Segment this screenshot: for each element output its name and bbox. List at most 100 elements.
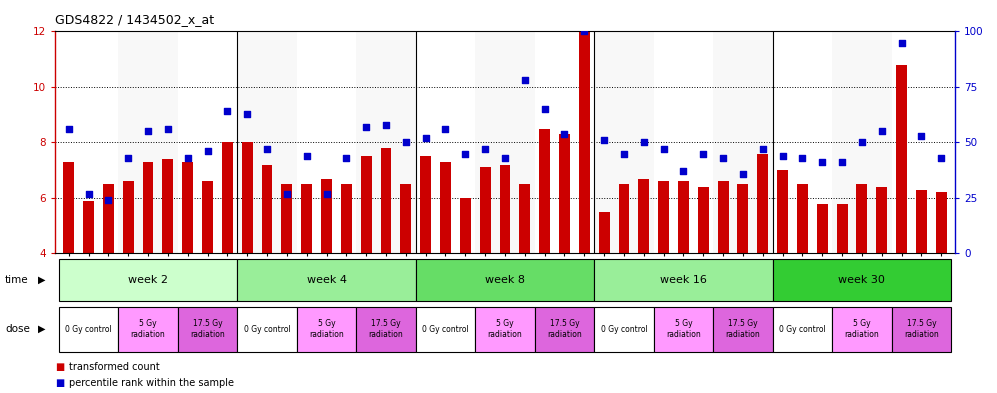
Point (478, 146, 494, 152)
Point (259, 146, 275, 152)
Bar (638, 178, 649, 253)
Bar (559, 134, 570, 253)
Text: time: time (5, 275, 29, 285)
Bar (674, 31, 693, 253)
Bar (480, 167, 491, 253)
Bar (381, 148, 392, 253)
Bar (237, 259, 416, 301)
Bar (713, 31, 733, 253)
Bar (499, 165, 510, 253)
Bar (277, 31, 297, 253)
Bar (797, 184, 808, 253)
Point (913, 133, 929, 139)
Bar (738, 184, 749, 253)
Bar (177, 31, 197, 253)
Point (179, 155, 195, 161)
Text: percentile rank within the sample: percentile rank within the sample (69, 378, 233, 388)
Bar (698, 187, 709, 253)
Point (378, 121, 394, 128)
Bar (237, 31, 257, 253)
Bar (534, 307, 594, 352)
Bar (579, 31, 590, 253)
Bar (891, 31, 911, 253)
Text: ▶: ▶ (38, 275, 46, 285)
Text: GDS4822 / 1434502_x_at: GDS4822 / 1434502_x_at (55, 13, 214, 26)
Bar (773, 31, 793, 253)
Point (596, 137, 612, 143)
Bar (753, 31, 773, 253)
Bar (83, 201, 94, 253)
Bar (832, 31, 852, 253)
Text: 17.5 Gy
radiation: 17.5 Gy radiation (726, 320, 761, 339)
Bar (773, 307, 832, 352)
Text: ■: ■ (55, 378, 64, 388)
Bar (297, 31, 317, 253)
Bar (911, 31, 931, 253)
Bar (356, 307, 416, 352)
Bar (777, 170, 788, 253)
Bar (594, 307, 654, 352)
Point (854, 140, 870, 146)
Point (398, 140, 414, 146)
Bar (931, 31, 951, 253)
Bar (163, 159, 173, 253)
Bar (496, 31, 514, 253)
Bar (63, 162, 74, 253)
Bar (476, 31, 496, 253)
Point (299, 152, 315, 159)
Text: 0 Gy control: 0 Gy control (779, 325, 826, 334)
Point (199, 148, 215, 154)
Bar (401, 184, 412, 253)
Bar (836, 204, 847, 253)
Bar (341, 184, 352, 253)
Point (576, 28, 592, 35)
Point (61, 126, 77, 132)
Bar (217, 31, 237, 253)
Bar (871, 31, 891, 253)
Bar (476, 307, 534, 352)
Bar (143, 162, 154, 253)
Point (318, 190, 334, 196)
Bar (574, 31, 594, 253)
Bar (99, 31, 119, 253)
Point (239, 110, 255, 117)
Bar (634, 31, 654, 253)
Text: 17.5 Gy
radiation: 17.5 Gy radiation (190, 320, 225, 339)
Bar (241, 143, 252, 253)
Bar (59, 307, 119, 352)
Bar (654, 31, 674, 253)
Bar (534, 31, 554, 253)
Bar (891, 307, 951, 352)
Text: 5 Gy
radiation: 5 Gy radiation (844, 320, 879, 339)
Bar (813, 31, 832, 253)
Bar (598, 212, 609, 253)
Bar (876, 187, 887, 253)
Bar (396, 31, 416, 253)
Bar (514, 31, 534, 253)
Text: week 30: week 30 (838, 275, 885, 285)
Point (121, 155, 137, 161)
Bar (420, 156, 431, 253)
Point (219, 108, 235, 114)
Bar (182, 162, 193, 253)
Bar (916, 190, 927, 253)
Point (497, 155, 512, 161)
Bar (261, 165, 272, 253)
Bar (856, 184, 867, 253)
Bar (317, 31, 336, 253)
Text: 5 Gy
radiation: 5 Gy radiation (488, 320, 522, 339)
Point (873, 128, 889, 134)
Point (160, 126, 175, 132)
Point (735, 171, 751, 177)
Text: ■: ■ (55, 362, 64, 373)
Bar (758, 154, 769, 253)
Bar (119, 31, 139, 253)
Bar (852, 31, 871, 253)
Bar (832, 307, 891, 352)
Bar (678, 181, 689, 253)
Bar (618, 184, 629, 253)
Point (418, 135, 434, 141)
Bar (773, 259, 951, 301)
Bar (539, 129, 550, 253)
Point (715, 155, 731, 161)
